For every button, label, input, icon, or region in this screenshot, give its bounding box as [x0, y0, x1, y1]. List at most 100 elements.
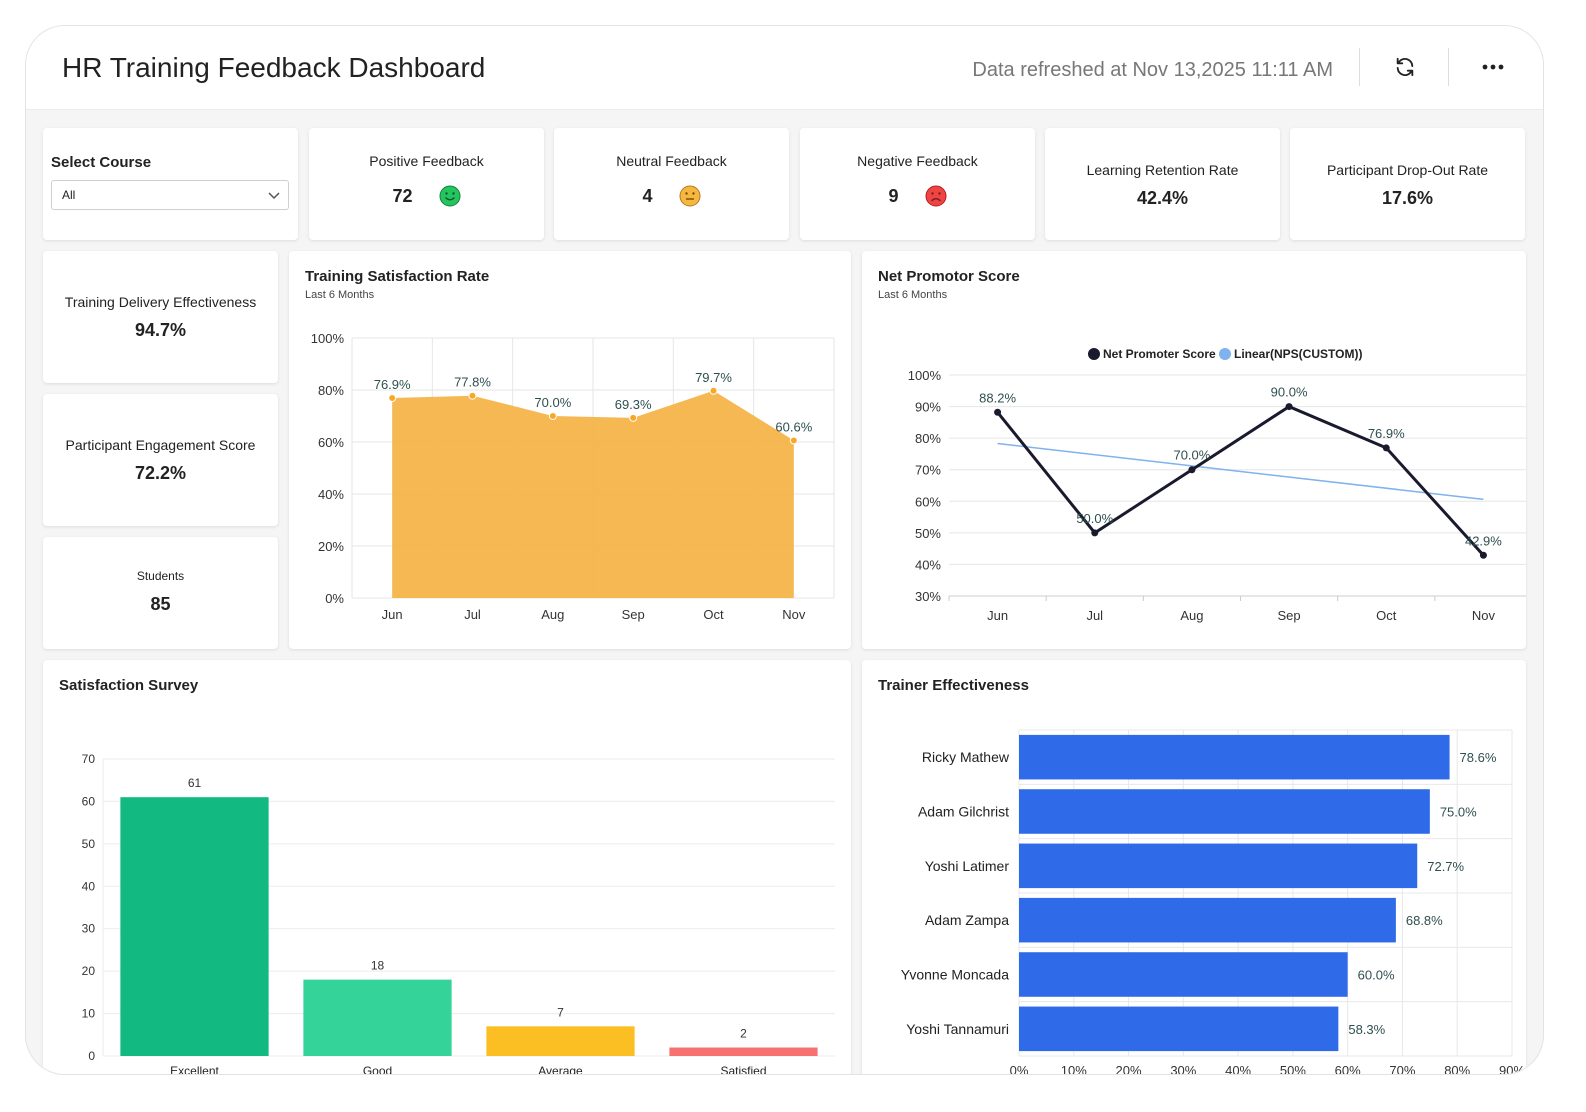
x-tick-label: 40% — [1225, 1063, 1251, 1075]
data-label: 76.9% — [1368, 426, 1405, 441]
data-label: 18 — [371, 959, 385, 973]
bar — [669, 1047, 818, 1056]
satisfaction-rate-card: Training Satisfaction Rate Last 6 Months… — [289, 251, 851, 649]
kpi-label: Participant Drop-Out Rate — [1326, 162, 1489, 178]
y-tick-label: 50% — [915, 526, 941, 541]
bar — [1019, 843, 1418, 889]
y-tick-label: 70% — [915, 463, 941, 478]
data-point — [388, 394, 397, 403]
data-point — [1188, 466, 1196, 474]
y-tick-label: 30 — [82, 922, 96, 936]
trend-line — [997, 442, 1484, 501]
data-label: 69.3% — [615, 397, 652, 412]
data-label: 60.0% — [1358, 968, 1395, 983]
data-label: 79.7% — [695, 370, 732, 385]
x-tick-label: 60% — [1335, 1063, 1361, 1075]
refresh-icon[interactable] — [1388, 50, 1422, 84]
chart-title: Satisfaction Survey — [59, 677, 199, 694]
data-label: 70.0% — [1173, 448, 1210, 463]
data-label: 78.6% — [1460, 750, 1497, 765]
smile-icon — [439, 185, 461, 207]
kpi-value: 85 — [150, 594, 171, 614]
y-tick-label: 60% — [915, 494, 941, 509]
y-tick-label: 80% — [915, 431, 941, 446]
bar — [120, 797, 269, 1056]
legend-label: Linear(NPS(CUSTOM)) — [1234, 347, 1362, 361]
negative-feedback-card: Negative Feedback 9 — [800, 128, 1035, 240]
x-tick-label: Jul — [464, 607, 481, 622]
students-card: Students 85 — [43, 537, 278, 649]
kpi-label: Neutral Feedback — [616, 153, 727, 169]
x-tick-label: Jun — [382, 607, 403, 622]
x-tick-label: Average — [538, 1064, 583, 1075]
chart-title: Trainer Effectiveness — [878, 677, 1029, 694]
data-point — [468, 391, 477, 400]
dropout-rate-card: Participant Drop-Out Rate 17.6% — [1290, 128, 1525, 240]
chart-title: Net Promotor Score — [878, 268, 1020, 285]
x-tick-label: 90% — [1499, 1063, 1525, 1075]
y-tick-label: 100% — [311, 331, 345, 346]
area-series — [392, 390, 794, 598]
bar — [1019, 952, 1348, 997]
trainer-effectiveness-card: Trainer Effectiveness 0% 10% 20% 30% 40% 50% 6… — [862, 660, 1526, 1075]
x-tick-label: Good — [363, 1064, 392, 1075]
x-tick-label: Aug — [541, 607, 564, 622]
bar — [1019, 1006, 1339, 1052]
y-tick-label: 60 — [82, 794, 96, 808]
x-tick-label: Nov — [1472, 608, 1496, 623]
dashboard-frame: HR Training Feedback Dashboard Data refr… — [25, 25, 1544, 1075]
neutral-face-icon — [679, 185, 700, 207]
kpi-label: Students — [136, 569, 185, 583]
header-divider — [1448, 48, 1449, 86]
course-filter-card: Select Course All — [43, 128, 298, 240]
data-label: 70.0% — [534, 395, 571, 410]
kpi-value: 72.2% — [134, 463, 187, 483]
satisfaction-rate-chart: 0% 20% 40% 60% 80% 100% 76.9% Jun 77.8% Jul 70.0% A… — [311, 331, 835, 622]
x-tick-label: Satisfied — [720, 1064, 766, 1075]
y-tick-label: 40 — [82, 879, 96, 893]
y-tick-label: 0 — [88, 1049, 95, 1063]
y-tick-label: 60% — [318, 435, 344, 450]
x-tick-label: 80% — [1444, 1063, 1470, 1075]
nps-card: Net Promotor Score Last 6 Months 30% 40% 5… — [862, 251, 1526, 649]
data-label: 7 — [557, 1005, 564, 1019]
x-tick-label: Aug — [1180, 608, 1203, 623]
kpi-label: Learning Retention Rate — [1086, 162, 1239, 178]
x-tick-label: Sep — [1278, 608, 1301, 623]
kpi-value: 42.4% — [1136, 188, 1189, 208]
data-point — [629, 413, 638, 422]
y-tick-label: 20 — [82, 964, 96, 978]
positive-feedback-card: Positive Feedback 72 — [309, 128, 544, 240]
kpi-value: 4 — [642, 185, 653, 206]
data-label: 58.3% — [1348, 1022, 1385, 1037]
x-tick-label: 0% — [1010, 1063, 1029, 1075]
data-label: 72.7% — [1427, 859, 1464, 874]
x-tick-label: Excellent — [170, 1064, 219, 1075]
kpi-value: 17.6% — [1381, 188, 1434, 208]
data-label: 42.9% — [1465, 533, 1502, 548]
y-tick-label: Adam Zampa — [925, 912, 1009, 928]
y-tick-label: 80% — [318, 383, 344, 398]
y-tick-label: 30% — [915, 589, 941, 604]
kpi-label: Training Delivery Effectiveness — [64, 294, 257, 310]
y-tick-label: 100% — [908, 368, 942, 383]
engagement-score-card: Participant Engagement Score 72.2% — [43, 394, 278, 526]
more-horizontal-icon[interactable] — [1476, 50, 1510, 84]
data-label: 60.6% — [775, 419, 812, 434]
y-tick-label: 0% — [325, 591, 344, 606]
data-label: 88.2% — [979, 390, 1016, 405]
neutral-feedback-card: Neutral Feedback 4 — [554, 128, 789, 240]
course-select[interactable]: All — [51, 180, 289, 210]
refresh-timestamp: Data refreshed at Nov 13,2025 11:11 AM — [972, 59, 1333, 81]
trainer-effectiveness-chart: 0% 10% 20% 30% 40% 50% 60% 70% 80% 90% 78.6% Ricky … — [901, 729, 1525, 1075]
legend-marker — [1219, 348, 1231, 360]
data-label: 90.0% — [1271, 385, 1308, 400]
data-label: 76.9% — [374, 377, 411, 392]
y-tick-label: 50 — [82, 837, 96, 851]
x-tick-label: Oct — [703, 607, 724, 622]
bar — [303, 979, 452, 1056]
data-point — [1479, 551, 1487, 559]
data-point — [789, 436, 798, 445]
kpi-label: Participant Engagement Score — [65, 437, 256, 453]
x-tick-label: Jun — [987, 608, 1008, 623]
